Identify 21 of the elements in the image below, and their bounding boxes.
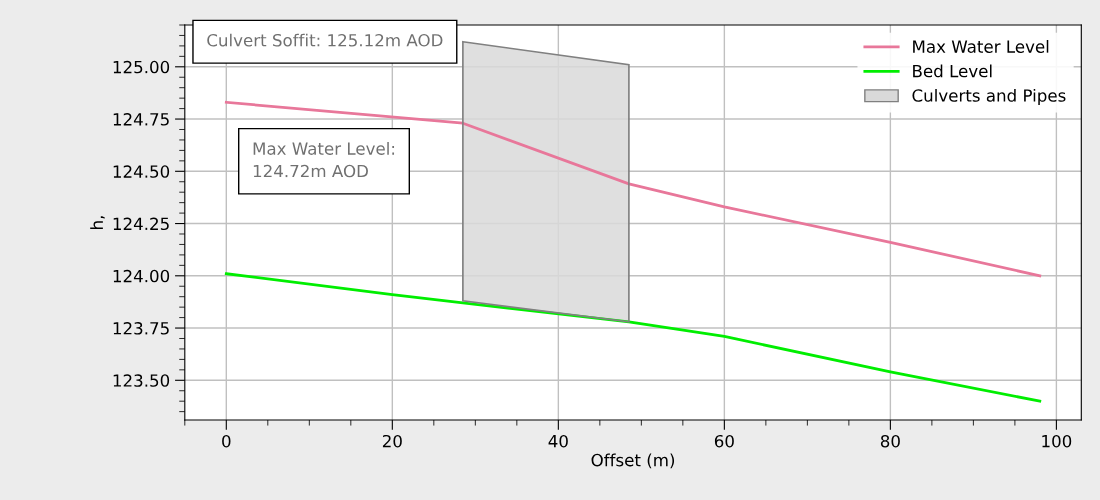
y-tick-label: 124.25 — [113, 217, 169, 231]
annotation: Culvert Soffit: 125.12m AOD — [207, 33, 443, 47]
y-tick-label: 124.50 — [113, 165, 170, 178]
legend-label: Culverts and Pipes — [912, 88, 1066, 106]
x-tick-label: 80 — [880, 434, 900, 448]
y-tick-label: 123.50 — [113, 374, 170, 387]
x-tick-label: 40 — [548, 434, 568, 448]
y-tick-label: 124.00 — [113, 269, 170, 283]
x-tick-label: 60 — [714, 434, 734, 448]
y-tick-label: 125.00 — [113, 60, 170, 74]
y-tick-label: 124.75 — [113, 113, 169, 126]
y-axis-title: h, — [90, 216, 105, 229]
legend-label: Bed Level — [913, 64, 992, 78]
x-axis-title: Offset (m) — [591, 453, 675, 469]
x-tick-label: 20 — [382, 434, 402, 448]
legend-label: Max Water Level — [913, 40, 1049, 53]
annotation: Max Water Level: 124.72m AOD — [253, 141, 395, 178]
x-tick-label: 100 — [1042, 434, 1072, 448]
line-series — [224, 272, 1042, 403]
x-tick-label: 0 — [222, 434, 231, 448]
y-tick-label: 123.75 — [113, 322, 169, 335]
